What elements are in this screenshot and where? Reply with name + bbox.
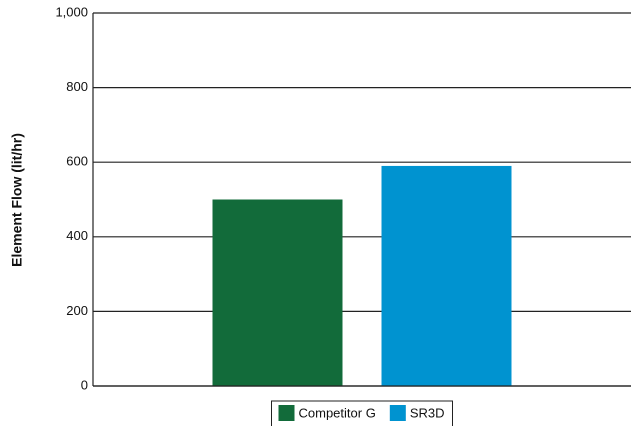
y-tick-label: 1,000 <box>55 4 88 19</box>
legend-swatch <box>389 405 406 421</box>
y-tick-label: 800 <box>66 79 88 94</box>
bar <box>212 199 343 386</box>
legend-label: SR3D <box>410 405 445 420</box>
y-tick-label: 400 <box>66 228 88 243</box>
legend-swatch <box>278 405 295 421</box>
y-axis-title: Element Flow (lit/hr) <box>9 133 25 267</box>
bar <box>381 165 512 386</box>
y-tick-label: 0 <box>81 377 88 392</box>
y-tick-label: 200 <box>66 303 88 318</box>
legend: Competitor G SR3D <box>271 400 453 426</box>
y-tick-label: 600 <box>66 154 88 169</box>
legend-box <box>271 400 453 426</box>
legend-label: Competitor G <box>299 405 376 420</box>
